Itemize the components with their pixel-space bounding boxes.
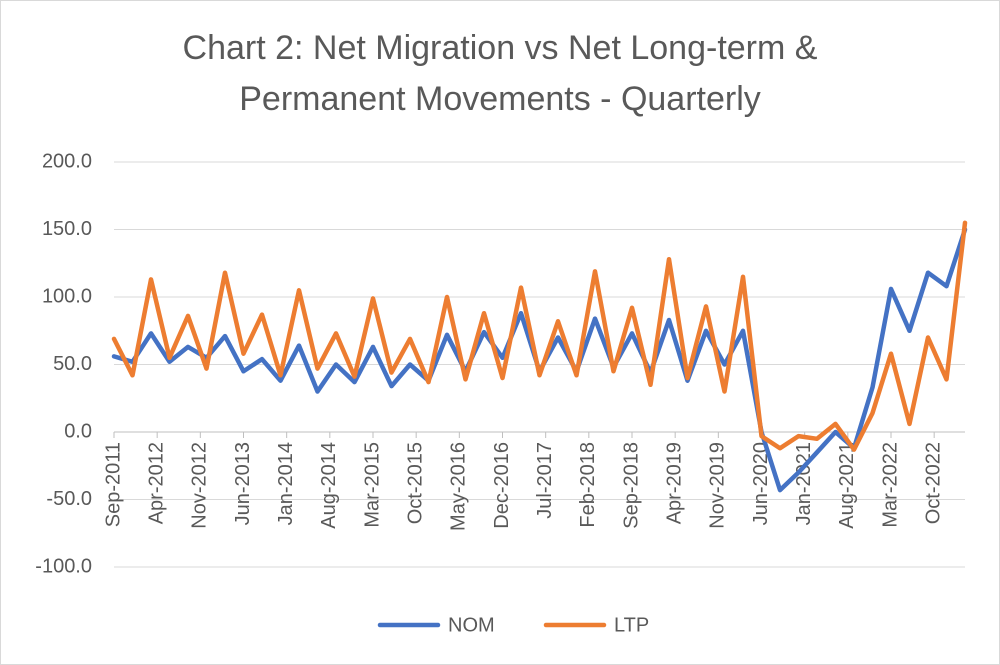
x-tick-label: May-2016: [448, 442, 470, 531]
x-tick-label: Jan-2014: [275, 442, 297, 525]
x-tick-label: Aug-2021: [836, 442, 858, 529]
x-tick-label: Oct-2015: [404, 442, 426, 524]
x-tick-label: Nov-2012: [189, 442, 211, 529]
chart-title: Permanent Movements - Quarterly: [239, 80, 761, 118]
chart-title: Chart 2: Net Migration vs Net Long-term …: [183, 29, 818, 67]
x-tick-label: Aug-2014: [318, 442, 340, 529]
x-tick-label: Apr-2012: [145, 442, 167, 524]
y-tick-label: 0.0: [64, 420, 92, 442]
x-tick-label: Sep-2018: [620, 442, 642, 529]
y-tick-label: -50.0: [46, 488, 92, 510]
y-tick-label: 150.0: [42, 218, 92, 240]
x-tick-label: Feb-2018: [577, 442, 599, 528]
y-tick-label: 100.0: [42, 285, 92, 307]
x-tick-label: Dec-2016: [491, 442, 513, 529]
x-tick-label: Apr-2019: [663, 442, 685, 524]
x-tick-label: Mar-2015: [361, 442, 383, 528]
x-tick-label: Jul-2017: [534, 442, 556, 519]
x-tick-label: Oct-2022: [922, 442, 944, 524]
x-tick-label: Jun-2013: [232, 442, 254, 525]
x-tick-label: Nov-2019: [707, 442, 729, 529]
x-tick-label: Jun-2020: [750, 442, 772, 525]
x-tick-label: Mar-2022: [879, 442, 901, 528]
series-line: [111, 220, 968, 452]
y-tick-label: 50.0: [53, 353, 92, 375]
legend-label: NOM: [448, 614, 495, 636]
x-tick-label: Jan-2021: [793, 442, 815, 525]
y-tick-label: 200.0: [42, 150, 92, 172]
x-tick-label: Sep-2011: [102, 442, 124, 527]
legend-label: LTP: [614, 614, 649, 636]
y-tick-label: -100.0: [35, 555, 92, 577]
